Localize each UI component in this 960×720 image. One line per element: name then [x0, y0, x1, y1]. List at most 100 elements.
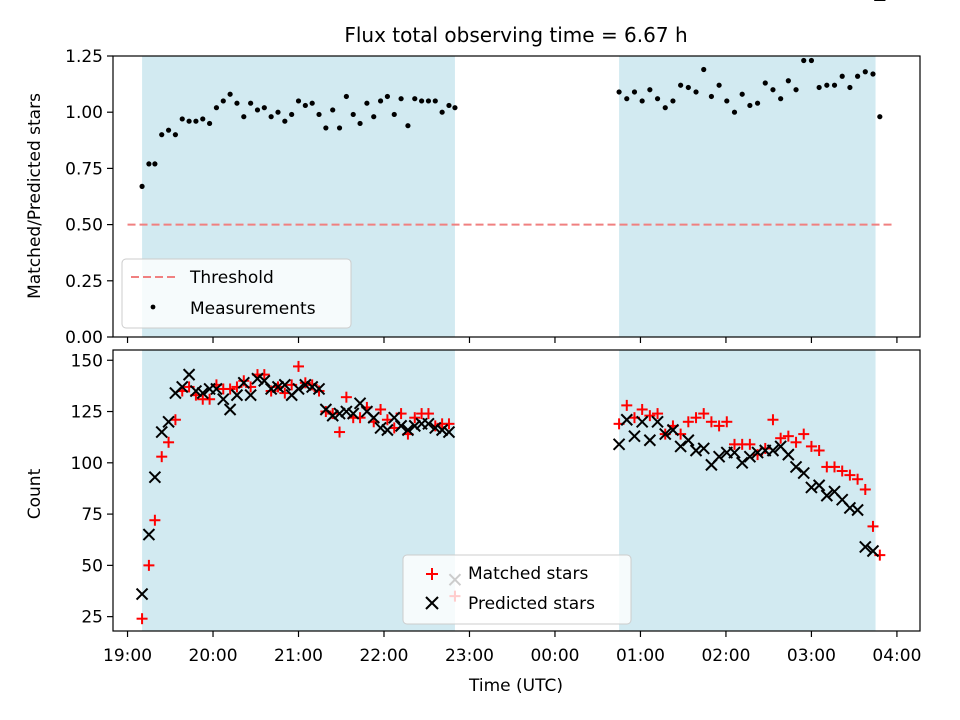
matched-star-point	[156, 451, 168, 463]
ratio-y-tick-label: 0.00	[65, 328, 103, 348]
measurement-point	[685, 84, 691, 91]
ratio-panel: 0.00 0.25 0.50 0.75 1.00 1.25 Matched/Predict…	[25, 47, 921, 348]
observing-window	[619, 350, 876, 631]
predicted-star-point	[223, 403, 237, 416]
predicted-star-point	[196, 386, 209, 400]
predicted-star-point	[182, 368, 196, 381]
matched-star-point	[805, 440, 817, 452]
predicted-star-point	[866, 544, 880, 558]
predicted-star-point	[612, 438, 626, 451]
matched-star-point	[836, 465, 848, 477]
matched-star-point	[636, 403, 648, 415]
measurement-point	[770, 87, 776, 93]
matched-star-point	[293, 360, 305, 372]
matched-star-point	[713, 420, 725, 432]
measurement-point	[282, 118, 288, 124]
predicted-star-point	[712, 450, 726, 463]
x-tick-label: 23:00	[445, 646, 494, 666]
predicted-star-point	[394, 419, 408, 433]
measurement-point	[364, 100, 370, 106]
counts-legend: Matched stars Predicted stars	[402, 554, 632, 625]
measurement-point	[179, 116, 185, 122]
x-tick-label: 04:00	[872, 646, 921, 666]
matched-star-point	[163, 436, 175, 448]
predicted-star-point	[689, 444, 703, 457]
measurement-point	[200, 116, 206, 122]
matched-star-point	[238, 375, 250, 387]
predicted-star-point	[381, 423, 394, 437]
predicted-star-point	[347, 407, 360, 420]
predicted-star-point	[292, 382, 305, 396]
predicted-star-point	[244, 388, 257, 402]
measurement-point	[701, 66, 707, 73]
predicted-star-point	[789, 460, 803, 474]
matched-star-point	[852, 473, 864, 485]
predicted-star-point	[142, 528, 156, 541]
measurement-point	[452, 105, 458, 111]
legend-matched-swatch	[426, 568, 438, 580]
x-tick-label: 22:00	[359, 646, 408, 666]
x-tick-label: 20:00	[189, 646, 238, 666]
measurement-point	[330, 107, 336, 113]
measurement-point	[323, 125, 329, 131]
predicted-star-point	[843, 501, 857, 515]
predicted-star-point	[697, 442, 710, 455]
x-tick-label: 02:00	[701, 646, 750, 666]
measurement-point	[678, 82, 684, 88]
matched-star-point	[744, 438, 756, 450]
x-axis-label: Time (UTC)	[468, 676, 563, 696]
predicted-star-point	[422, 417, 435, 431]
measurement-point	[139, 183, 145, 189]
legend-measurements-swatch	[150, 304, 156, 310]
measurement-point	[412, 96, 418, 102]
measurement-point	[241, 114, 247, 120]
matched-star-point	[790, 436, 802, 448]
measurement-point	[839, 73, 845, 79]
predicted-star-point	[189, 384, 203, 398]
predicted-star-point	[429, 421, 442, 435]
matched-star-point	[621, 399, 633, 411]
measurement-point	[146, 161, 152, 167]
predicted-star-point	[278, 378, 292, 392]
measurement-point	[446, 102, 452, 109]
predicted-star-point	[435, 423, 449, 437]
predicted-star-point	[340, 405, 353, 418]
predicted-star-point	[751, 446, 764, 459]
matched-star-point	[340, 391, 352, 403]
matched-star-point	[767, 414, 779, 426]
matched-star-point	[652, 408, 664, 420]
measurement-point	[316, 111, 322, 118]
count-y-tick-label: 150	[71, 351, 103, 371]
measurement-point	[724, 98, 730, 104]
measurement-point	[425, 98, 432, 104]
matched-star-point	[443, 418, 455, 430]
matched-star-point	[136, 613, 148, 625]
measurement-point	[261, 105, 267, 111]
counts-legend-box	[402, 554, 632, 625]
matched-star-point	[844, 469, 856, 481]
measurement-point	[847, 84, 853, 91]
measurement-point	[762, 80, 768, 86]
measurement-point	[793, 87, 799, 93]
legend-predicted-label: Predicted stars	[468, 594, 595, 614]
predicted-star-point	[326, 409, 339, 422]
measurement-point	[439, 109, 445, 115]
measurement-point	[371, 114, 377, 120]
matched-star-point	[224, 383, 236, 395]
measurement-point	[708, 93, 715, 100]
matched-star-point	[775, 432, 787, 444]
measurement-point	[405, 123, 411, 129]
measurement-point	[152, 161, 158, 167]
measurement-point	[350, 111, 356, 118]
measurement-point	[662, 105, 668, 111]
measurement-point	[747, 102, 753, 109]
matched-star-point	[867, 520, 879, 532]
count-y-tick-label: 50	[81, 556, 103, 576]
chart-title: Flux total observing time = 6.67 h	[344, 23, 687, 47]
measurement-point	[357, 120, 363, 127]
predicted-star-point	[312, 382, 326, 396]
measurement-point	[207, 120, 213, 127]
predicted-star-point	[333, 407, 346, 420]
predicted-star-point	[728, 446, 741, 459]
predicted-star-point	[628, 429, 641, 443]
